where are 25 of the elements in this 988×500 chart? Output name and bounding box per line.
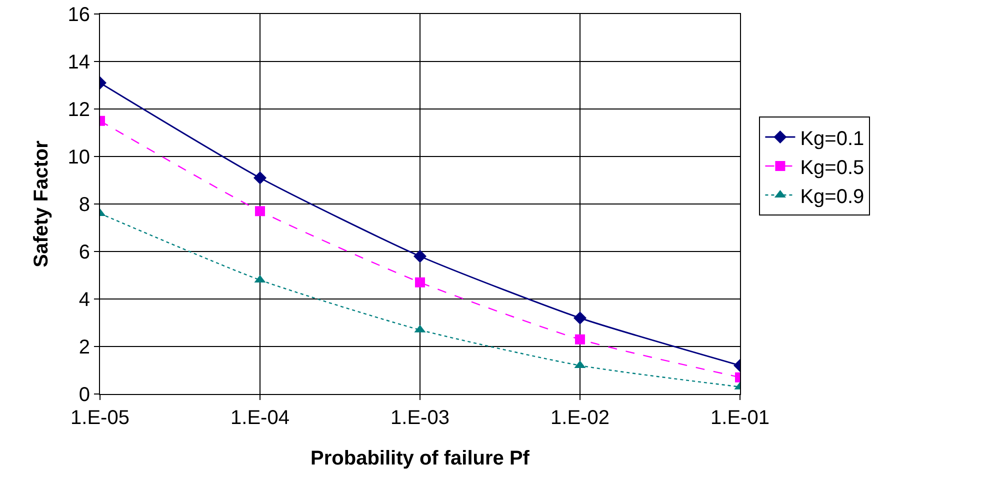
y-tick-label: 2 [78,336,90,358]
y-tick-label: 10 [68,146,90,168]
point [255,206,265,216]
y-tick-label: 0 [78,384,90,406]
y-tick-label: 16 [68,4,90,26]
point [254,171,266,184]
x-tick-label: 1.E-01 [710,407,770,429]
legend-label: Kg=0.9 [800,186,864,208]
y-tick-label: 12 [68,99,90,121]
x-tick-label: 1.E-03 [390,407,450,429]
point [415,277,425,288]
x-tick-label: 1.E-02 [550,407,610,429]
y-axis-title: Safety Factor [30,140,52,268]
x-axis-title: Probability of failure Pf [310,448,530,470]
x-tick-label: 1.E-04 [230,407,290,429]
y-tick-label: 4 [78,289,90,311]
point [575,334,585,344]
y-tick-label: 6 [78,242,90,264]
legend-label: Kg=0.1 [800,128,864,150]
point [414,250,426,263]
legend-label: Kg=0.5 [800,156,864,179]
x-tick-label: 1.E-05 [70,407,130,429]
point [574,312,586,324]
y-tick-label: 8 [78,194,90,216]
y-tick-label: 14 [68,52,90,74]
